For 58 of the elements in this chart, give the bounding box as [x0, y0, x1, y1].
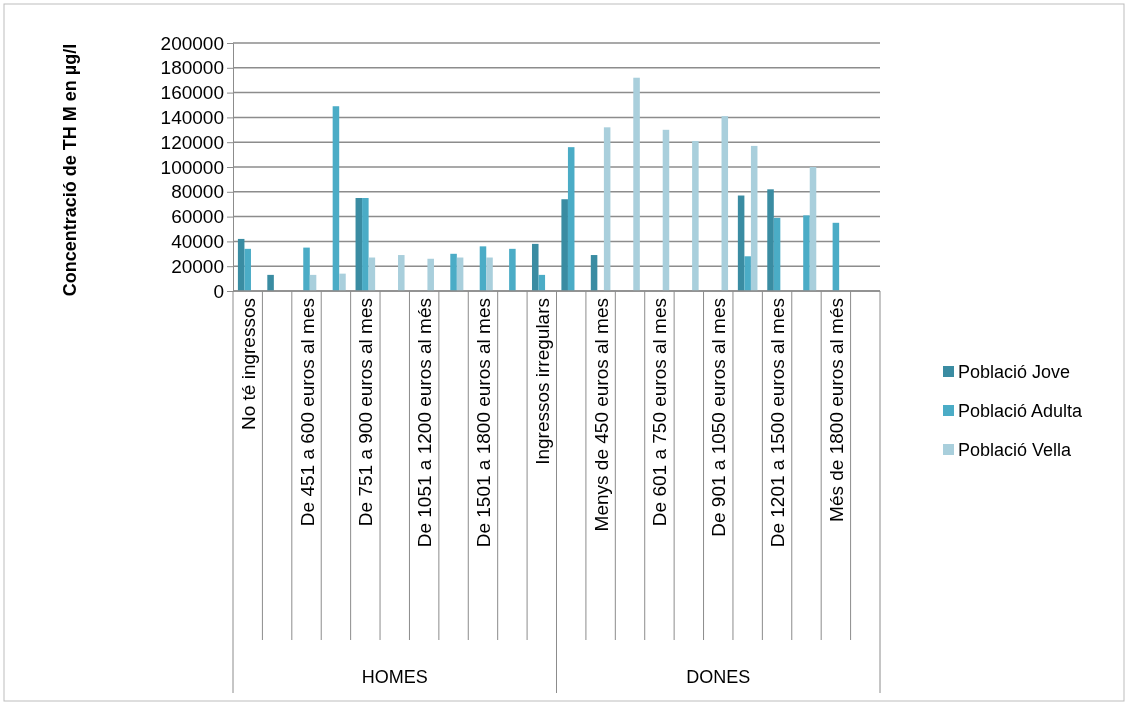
y-tick-label: 60000 — [171, 206, 224, 228]
y-tick-label: 80000 — [171, 181, 224, 203]
y-axis-title: Concentració de TH M en µg/l — [60, 43, 80, 297]
x-tick-label: De 601 a 750 euros al mes — [649, 298, 671, 527]
bar — [362, 198, 369, 291]
bar — [267, 274, 274, 291]
bar — [633, 77, 640, 291]
bar — [450, 253, 457, 291]
y-tick-label: 120000 — [160, 131, 224, 153]
bar — [561, 199, 568, 291]
y-tick-label: 200000 — [160, 32, 224, 54]
bar — [398, 255, 405, 291]
bar — [339, 273, 346, 291]
text: HOMES — [361, 667, 428, 687]
y-tick-label: 40000 — [171, 230, 224, 252]
bar — [737, 195, 745, 291]
bar — [303, 247, 310, 291]
bar — [809, 167, 817, 291]
bar — [721, 116, 729, 291]
x-tick-label: De 1501 a 1800 euros al mes — [472, 298, 494, 548]
bar — [332, 106, 340, 291]
bar — [832, 222, 840, 291]
bar — [767, 189, 774, 291]
y-tick-label: 160000 — [160, 82, 224, 104]
bar — [603, 127, 611, 291]
y-tick-label: 180000 — [160, 57, 224, 79]
bar — [531, 243, 539, 291]
bar — [567, 147, 575, 291]
bar — [244, 248, 251, 291]
x-tick-label: Més de 1800 euros al més — [825, 298, 847, 522]
bar — [773, 217, 781, 291]
bar — [479, 246, 487, 291]
x-tick-label: De 1051 a 1200 euros al més — [414, 298, 436, 548]
x-tick-label: Ingressos irregulars — [531, 298, 553, 465]
bar — [803, 215, 810, 291]
bar — [509, 248, 516, 291]
bar — [662, 129, 670, 291]
x-tick-label: Menys de 450 euros al mes — [590, 298, 612, 532]
x-tick-label: No té ingressos — [237, 298, 259, 431]
bar — [237, 238, 245, 291]
bar — [692, 140, 699, 291]
bar — [744, 256, 751, 291]
legend-label: Població Adulta — [958, 401, 1084, 421]
bar — [427, 258, 434, 291]
y-tick-label: 100000 — [160, 156, 224, 178]
bar — [486, 257, 493, 291]
text: DONES — [686, 667, 751, 687]
legend-label: Població Vella — [958, 440, 1073, 460]
x-tick-label: De 451 a 600 euros al mes — [296, 298, 318, 527]
y-tick-label: 0 — [213, 280, 224, 302]
bar — [750, 145, 758, 291]
y-tick-label: 140000 — [160, 106, 224, 128]
y-tick-label: 20000 — [171, 255, 224, 277]
x-tick-label: De 751 a 900 euros al mes — [355, 298, 377, 527]
bar — [355, 198, 363, 291]
x-tick-label: De 901 a 1050 euros al mes — [708, 298, 730, 537]
legend-label: Població Jove — [958, 362, 1071, 382]
x-tick-label: De 1201 a 1500 euros al mes — [767, 298, 789, 548]
